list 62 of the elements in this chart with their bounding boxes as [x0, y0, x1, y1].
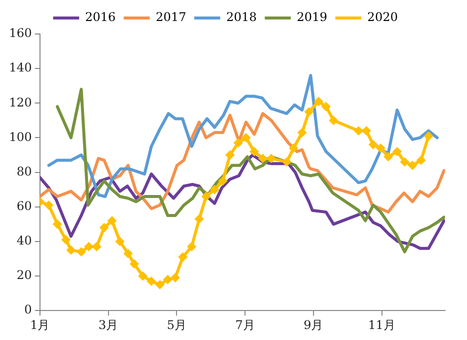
point — [282, 157, 292, 166]
x-tick-label: 5月 — [166, 318, 186, 332]
y-tick-label: 140 — [9, 60, 32, 75]
point — [298, 128, 307, 138]
x-tick-label: 7月 — [235, 318, 255, 332]
point — [124, 249, 133, 258]
point — [100, 223, 109, 232]
point — [52, 220, 62, 229]
point — [202, 192, 211, 202]
x-tick-label: 1月 — [30, 318, 50, 332]
point — [250, 147, 259, 156]
point — [368, 140, 378, 150]
point — [44, 200, 54, 210]
point — [178, 252, 188, 262]
point — [289, 144, 298, 153]
y-tick-label: 60 — [16, 199, 32, 213]
point — [170, 273, 180, 282]
legend-label: 2017 — [156, 10, 186, 24]
x-tick-label: 9月 — [304, 318, 324, 332]
point — [66, 246, 76, 255]
point — [115, 236, 124, 246]
y-tick-label: 20 — [16, 268, 32, 282]
point — [130, 259, 139, 268]
point — [314, 96, 324, 106]
y-tick-label: 100 — [9, 130, 32, 144]
point — [76, 247, 86, 256]
point — [146, 276, 156, 286]
point — [155, 280, 164, 290]
legend-label: 2019 — [296, 10, 328, 24]
point — [210, 185, 220, 194]
point — [322, 102, 331, 112]
point — [234, 138, 243, 148]
y-tick-label: 80 — [16, 164, 32, 178]
legend-label: 2016 — [85, 10, 116, 24]
point — [61, 235, 70, 244]
y-tick-label: 40 — [16, 234, 32, 248]
x-tick-label: 3月 — [98, 318, 118, 332]
point — [138, 272, 148, 281]
x-tick-label: 11月 — [368, 318, 396, 332]
y-tick-label: 160 — [9, 26, 32, 40]
point — [304, 107, 314, 116]
point — [416, 156, 426, 165]
point — [408, 160, 418, 170]
point — [225, 150, 234, 160]
point — [92, 242, 102, 252]
point — [84, 242, 94, 252]
y-tick-label: 0 — [24, 302, 32, 317]
point — [376, 144, 386, 153]
point — [163, 274, 172, 284]
point — [218, 176, 228, 186]
point — [424, 131, 434, 140]
point — [392, 147, 402, 156]
point — [108, 216, 117, 226]
legend-label: 2020 — [367, 10, 398, 24]
legend-label: 2018 — [226, 10, 257, 24]
point — [194, 214, 204, 224]
point — [187, 242, 196, 252]
point — [384, 152, 393, 162]
point — [242, 133, 251, 142]
y-tick-label: 120 — [9, 95, 32, 110]
point — [400, 157, 410, 166]
point — [329, 116, 338, 125]
